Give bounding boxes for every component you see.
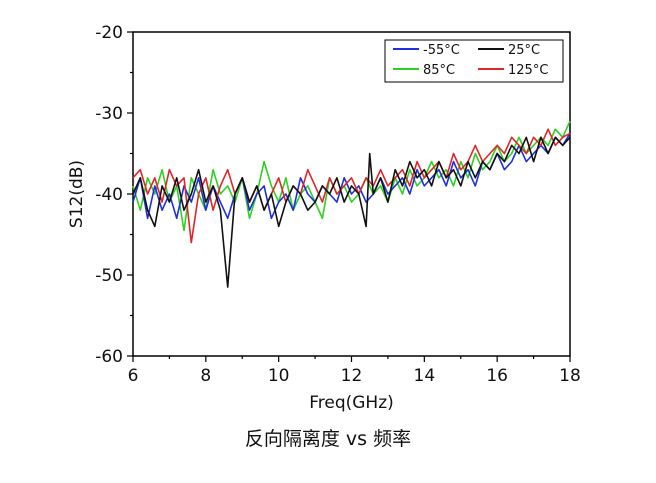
x-tick-label: 10: [268, 366, 290, 386]
x-tick-label: 16: [486, 366, 508, 386]
x-tick-label: 6: [128, 366, 139, 386]
x-tick-label: 8: [200, 366, 211, 386]
y-tick-label: -40: [95, 185, 123, 205]
y-tick-label: -60: [95, 347, 123, 367]
y-axis-label: S12(dB): [67, 160, 87, 228]
x-tick-label: 14: [414, 366, 436, 386]
legend-box: [384, 39, 564, 83]
legend-label: 25°C: [508, 43, 540, 58]
series-line-3: [132, 128, 571, 244]
legend-label: -55°C: [423, 43, 460, 58]
series-line-0: [132, 132, 571, 220]
figure-caption: 反向隔离度 vs 频率: [244, 428, 412, 450]
x-tick-label: 12: [341, 366, 363, 386]
legend-label: 125°C: [508, 63, 548, 78]
x-axis-label: Freq(GHz): [309, 393, 394, 413]
series-line-2: [132, 120, 571, 232]
x-tick-label: 18: [559, 366, 581, 386]
y-tick-label: -20: [95, 23, 123, 43]
y-tick-label: -50: [95, 266, 123, 286]
legend-label: 85°C: [423, 63, 455, 78]
y-tick-label: -30: [95, 104, 123, 124]
series-line-1: [132, 136, 571, 288]
